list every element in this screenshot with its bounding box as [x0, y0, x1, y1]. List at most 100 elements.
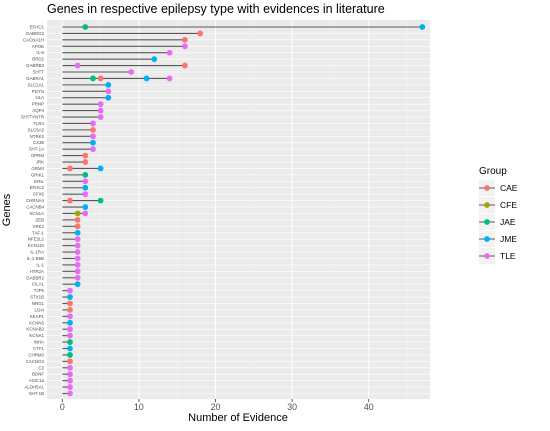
y-tick-label: IL-1 [36, 262, 44, 267]
y-tick-label: STX1B [30, 295, 44, 300]
point-SLC6A3-CAE [90, 126, 96, 133]
point-CHRM3-JAE [67, 352, 73, 358]
point-TAF-1-JME [74, 229, 81, 236]
y-tick-label: GABRA1 [26, 76, 44, 81]
point-LGI4-CAE [67, 307, 73, 313]
y-tick-label: CX36 [33, 140, 45, 145]
y-tick-label: AQP4 [32, 108, 44, 113]
point-NFE2L2-TLE [74, 236, 81, 243]
y-tick-label: HLA [35, 95, 44, 100]
point-GABRA1-JAE [90, 75, 96, 82]
y-tick-label: TLR4 [33, 121, 44, 126]
legend-items: CAE CFE JAE JME TLE [479, 180, 518, 264]
point-CACNG3-CAE [67, 358, 73, 365]
point-PDYN-TLE [105, 88, 112, 95]
y-tick-label: OPRM [31, 153, 45, 158]
point-GABRA1-JME [143, 75, 150, 82]
point-GABBR2-TLE [74, 274, 81, 281]
y-tick-label: KEAP1 [30, 314, 45, 319]
point-CHRNA4-JAE [97, 197, 104, 204]
point-SCN1A-TLE [82, 210, 89, 217]
y-tick-label: CACNG3 [26, 359, 45, 364]
y-tick-label: PRNP [32, 102, 44, 107]
y-tick-label: KCNAB2 [26, 327, 44, 332]
point-IL-1-TLE [74, 262, 81, 268]
y-tick-label: CACNB4 [26, 205, 44, 210]
point-GRM4-CAE [67, 165, 73, 172]
legend-label-TLE: TLE [500, 251, 516, 261]
point-KCNAB2-TLE [67, 326, 73, 333]
point-CX36-JME [90, 139, 96, 146]
x-tick-labels: 0 10 20 30 40 [60, 399, 374, 412]
point-TLR4-TLE [90, 120, 96, 127]
y-tick-label: CFX6 [33, 192, 45, 197]
y-tick-label: PDYN [32, 89, 44, 94]
point-STX1B-JME [67, 294, 73, 300]
y-tick-label: 5HT-1B [29, 391, 44, 396]
chart-title: Genes in respective epilepsy type with e… [47, 2, 385, 16]
point-5HT-1B-TLE [67, 390, 73, 397]
y-tick-label: CTF1 [33, 346, 45, 351]
y-tick-label: GABBR2 [26, 275, 44, 280]
point-VRK2-CAE [74, 223, 81, 230]
y-tick-label: BDNF [32, 372, 44, 377]
point-GABRG2-CAE [197, 30, 204, 37]
y-tick-label: NFE2L2 [28, 237, 45, 242]
y-tick-label: TAF-1 [32, 230, 44, 235]
legend-label-JME: JME [500, 234, 517, 244]
y-tick-label: ASIC1a [29, 378, 45, 383]
y-tick-label: HTR2A [30, 269, 44, 274]
point-EFHC1-JAE [82, 24, 89, 30]
y-tick-label: GRIK1 [31, 172, 45, 177]
point-ZEB-CAE [74, 216, 81, 223]
point-CHRNA4-CAE [67, 197, 73, 204]
point-CACNA1H-CAE [181, 36, 188, 43]
y-tick-label: APOE [32, 44, 44, 49]
point-HLA-JME [105, 94, 112, 101]
point-5HTTVNTR-TLE [97, 114, 104, 120]
y-tick-label: INHA [34, 340, 45, 345]
y-tick-label: JRK [36, 160, 44, 165]
y-tick-label: CHRM3 [28, 352, 44, 357]
point-GRIK1-JAE [82, 171, 89, 178]
legend-key-point [484, 253, 490, 259]
lollipop-points [67, 24, 426, 397]
y-tick-label: VRK2 [33, 224, 45, 229]
x-tick-label: 10 [134, 402, 144, 412]
point-CTF1-JME [67, 345, 73, 352]
point-KCNJ10-TLE [74, 242, 81, 249]
x-axis-title: Number of Evidence [188, 412, 288, 424]
point-GABRA1-CAE [97, 75, 104, 82]
point-SLC2A1-JME [105, 81, 112, 88]
point-C3-TLE [67, 364, 73, 371]
point-GABRA1-TLE [166, 75, 173, 82]
point-APOE-TLE [181, 43, 188, 50]
y-tick-label: KCNA1 [29, 333, 44, 338]
point-IL-6-TLE [166, 49, 173, 56]
legend-title: Group [479, 166, 507, 177]
point-NTRK2-TLE [90, 133, 96, 140]
y-tick-label: SCN1A [29, 211, 44, 216]
y-tick-label: BRD2 [32, 57, 44, 62]
y-tick-label: GABRG2 [26, 31, 45, 36]
y-tick-label: NTRK2 [30, 134, 45, 139]
point-CFX6-TLE [82, 191, 89, 198]
point-5HT-1A-TLE [90, 146, 96, 153]
point-JRK-CAE [82, 159, 89, 165]
y-tick-label: 5HTTVNTR [21, 115, 44, 120]
point-AQP4-TLE [97, 107, 104, 114]
point-5HTT-TLE [128, 69, 135, 75]
point-BRD2-JME [151, 56, 158, 63]
y-tick-label: EFHC2 [30, 185, 45, 190]
legend-key-point [484, 236, 490, 242]
y-tick-label: NRG1 [32, 301, 45, 306]
y-tick-label: EFHC1 [30, 25, 45, 30]
y-tick-label: IL-6 [36, 50, 44, 55]
point-GABRB3-TLE [74, 62, 81, 69]
point-IL-1RA-TLE [74, 249, 81, 255]
y-tick-label: ZEB [35, 217, 44, 222]
point-CILA1-JME [74, 281, 81, 288]
x-tick-label: 0 [60, 402, 65, 412]
